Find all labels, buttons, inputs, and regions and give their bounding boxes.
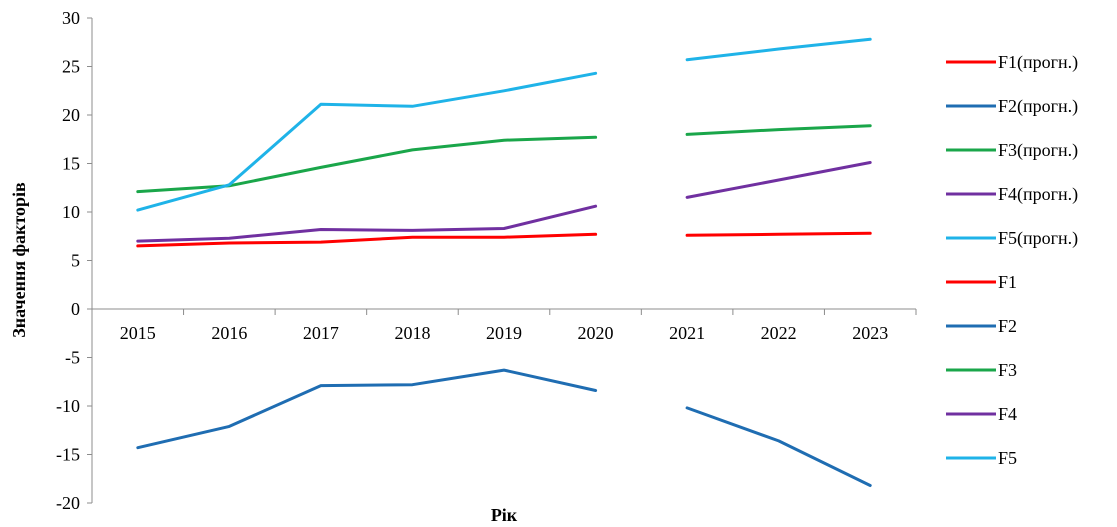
legend-label: F2(прогн.): [998, 96, 1078, 117]
legend-item: F3: [946, 360, 1017, 380]
series-line-1: [685, 231, 872, 237]
axes: [91, 18, 916, 503]
legend-label: F5(прогн.): [998, 228, 1078, 249]
y-tick-label: -5: [65, 348, 80, 368]
series-line-7: [136, 368, 598, 450]
legend-item: F3(прогн.): [946, 140, 1078, 161]
x-axis-ticks: 2015 2016 2017 2018 2019 2020 2021 2022 2023: [91, 309, 917, 343]
y-tick-label: -15: [56, 445, 80, 465]
series-line-9: [136, 204, 598, 243]
y-tick-label: -20: [56, 493, 80, 513]
x-tick-label: 2023: [852, 323, 888, 343]
series-line-4: [685, 161, 872, 199]
legend-item: F1: [946, 272, 1017, 292]
legend-label: F2: [998, 316, 1017, 336]
x-tick-label: 2017: [303, 323, 339, 343]
legend-item: F1(прогн.): [946, 52, 1078, 73]
x-tick-label: 2015: [120, 323, 156, 343]
y-axis-ticks: 30 25 20 15 10 5 0 -5 -10 -15 -20: [56, 8, 92, 513]
x-tick-label: 2018: [394, 323, 430, 343]
x-tick-label: 2021: [669, 323, 705, 343]
series-lines: [136, 37, 872, 487]
series-line-8: [136, 135, 598, 194]
legend-item: F5: [946, 448, 1017, 468]
y-axis-title: Значення факторів: [9, 182, 29, 338]
legend-label: F1: [998, 272, 1017, 292]
x-tick-label: 2022: [761, 323, 797, 343]
y-tick-label: 20: [62, 105, 80, 125]
series-line-2: [685, 406, 872, 487]
legend-item: F2: [946, 316, 1017, 336]
y-tick-label: -10: [56, 396, 80, 416]
legend-label: F4: [998, 404, 1017, 424]
x-axis-title: Рік: [491, 505, 518, 525]
y-tick-label: 25: [62, 57, 80, 77]
series-line-10: [136, 71, 598, 212]
legend-item: F5(прогн.): [946, 228, 1078, 249]
series-line-3: [685, 124, 872, 136]
legend-item: F2(прогн.): [946, 96, 1078, 117]
legend-item: F4(прогн.): [946, 184, 1078, 205]
y-tick-label: 10: [62, 202, 80, 222]
y-tick-label: 5: [71, 251, 80, 271]
y-tick-label: 15: [62, 154, 80, 174]
legend-label: F3(прогн.): [998, 140, 1078, 161]
legend-label: F4(прогн.): [998, 184, 1078, 205]
x-tick-label: 2016: [211, 323, 247, 343]
x-tick-label: 2020: [578, 323, 614, 343]
legend-label: F5: [998, 448, 1017, 468]
series-line-6: [136, 232, 598, 248]
x-tick-label: 2019: [486, 323, 522, 343]
legend-item: F4: [946, 404, 1017, 424]
series-line-5: [685, 37, 872, 62]
legend: F1(прогн.) F2(прогн.) F3(прогн.) F4(прогн.)…: [946, 52, 1078, 468]
y-tick-label: 30: [62, 8, 80, 28]
legend-label: F3: [998, 360, 1017, 380]
y-tick-label: 0: [71, 299, 80, 319]
legend-label: F1(прогн.): [998, 52, 1078, 73]
